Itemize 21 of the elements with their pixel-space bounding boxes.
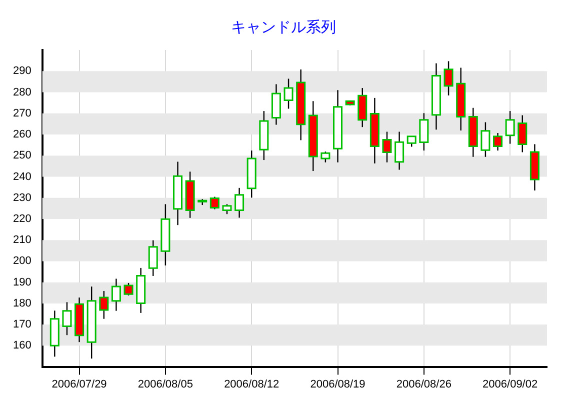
- y-tick-label: 210: [12, 234, 32, 246]
- x-tick-label: 2006/08/26: [396, 378, 452, 390]
- chart-title: キャンドル系列: [230, 18, 337, 37]
- y-tick-label: 240: [12, 170, 32, 183]
- y-tick-label: 250: [12, 150, 32, 162]
- y-tick-label: 180: [12, 297, 32, 310]
- y-tick-label: 260: [12, 128, 32, 141]
- y-tick-label: 290: [12, 65, 32, 78]
- y-tick-label: 170: [12, 318, 32, 331]
- y-tick-label: 190: [12, 276, 32, 288]
- y-tick-label: 280: [12, 86, 32, 98]
- y-tick-label: 200: [12, 255, 32, 268]
- y-tick-label: 230: [12, 192, 32, 204]
- x-tick-label: 2006/07/29: [52, 378, 107, 390]
- y-tick-label: 270: [12, 107, 32, 120]
- x-tick-label: 2006/08/05: [138, 378, 193, 390]
- y-tick-label: 160: [12, 340, 32, 352]
- x-tick-label: 2006/09/02: [482, 378, 538, 390]
- x-tick-label: 2006/08/12: [224, 378, 280, 390]
- y-tick-label: 220: [12, 212, 32, 225]
- x-tick-label: 2006/08/19: [310, 378, 366, 390]
